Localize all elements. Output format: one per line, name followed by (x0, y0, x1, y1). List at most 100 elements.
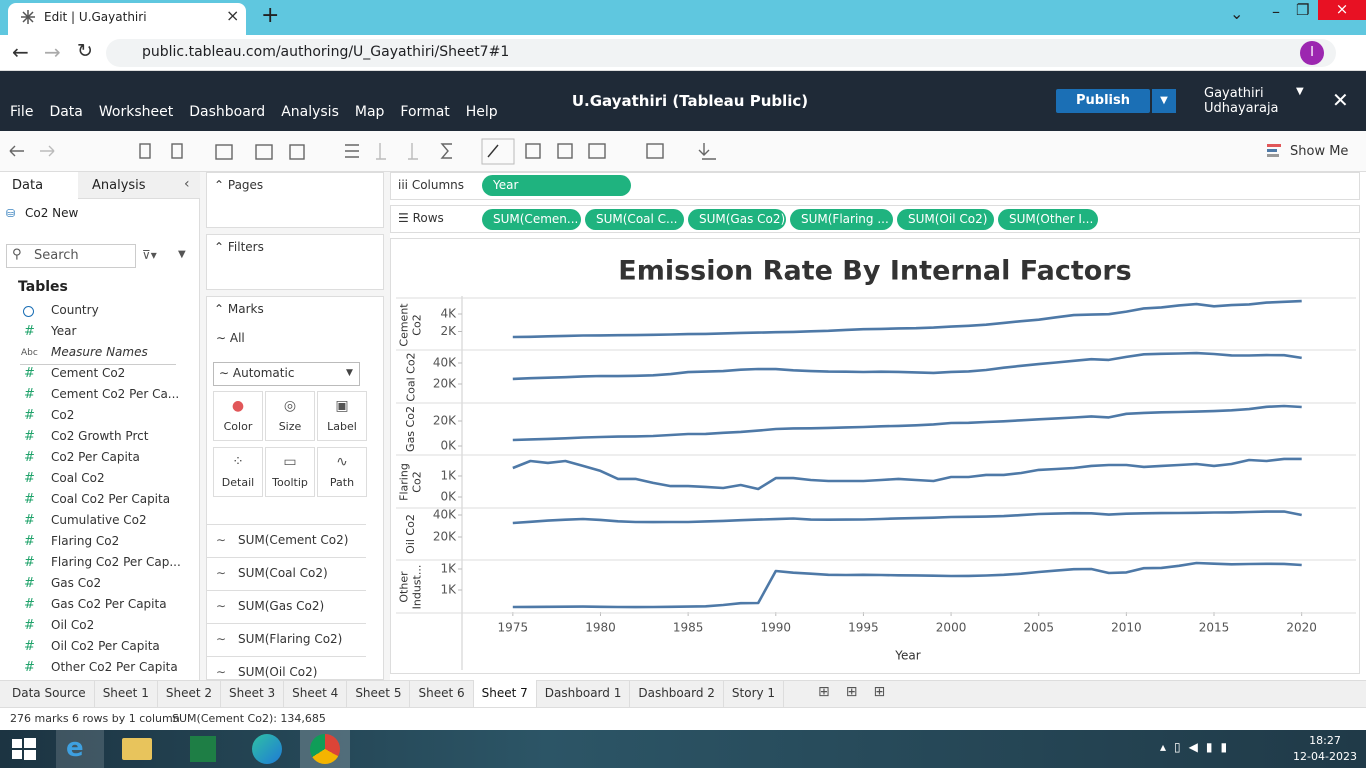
show-me[interactable]: Show Me (1290, 144, 1349, 159)
pill[interactable]: SUM(Coal C... (585, 209, 684, 230)
menu-item[interactable]: Worksheet (98, 104, 174, 120)
field[interactable]: Oil Co2 (51, 618, 95, 632)
back[interactable]: ← (12, 40, 29, 64)
start-button[interactable] (10, 736, 38, 762)
mark-pill-row[interactable] (206, 656, 366, 689)
field[interactable]: Cement Co2 Per Ca... (51, 387, 180, 401)
analysis-tab[interactable]: Analysis (92, 178, 146, 193)
forward[interactable]: → (44, 40, 61, 64)
data-tab[interactable]: Data (12, 178, 44, 193)
sheet-tab[interactable]: Data Source (4, 680, 95, 707)
pill[interactable]: SUM(Other I... (998, 209, 1098, 230)
sheet-tab[interactable]: Sheet 3 (221, 680, 285, 707)
sheet-tab[interactable]: Sheet 4 (284, 680, 348, 707)
mark-button-label: Size (278, 420, 302, 433)
field-icon: # (24, 555, 35, 570)
all-marks[interactable]: ∼ All (216, 331, 245, 345)
tab-close[interactable]: × (226, 6, 240, 25)
tab-title: Edit | U.Gayathiri (44, 10, 147, 24)
field[interactable]: Year (51, 324, 77, 338)
omnibox[interactable] (106, 39, 1336, 67)
publish-button[interactable]: Publish (1056, 89, 1150, 113)
mark-pill-row[interactable] (206, 590, 366, 623)
pill[interactable]: SUM(Gas Co2) (688, 209, 786, 230)
mark-pill-row[interactable] (206, 524, 366, 557)
field[interactable]: Co2 Growth Prct (51, 429, 149, 443)
pill[interactable]: Year (482, 175, 631, 196)
y-tick-label: 1K (440, 582, 457, 596)
mark-pill-row[interactable] (206, 623, 366, 656)
close-editor[interactable]: ✕ (1332, 88, 1349, 112)
new-tab[interactable]: + (261, 3, 280, 28)
menu-item[interactable]: Map (354, 104, 385, 120)
explorer-app[interactable] (122, 738, 152, 760)
search-box[interactable] (6, 244, 136, 268)
sheet-tab[interactable]: Sheet 2 (158, 680, 221, 707)
field[interactable]: Coal Co2 Per Capita (51, 492, 171, 506)
field[interactable]: Co2 (51, 408, 75, 422)
minimize[interactable]: – (1272, 2, 1280, 21)
x-tick-label: 1990 (761, 621, 792, 635)
field-icon: # (24, 534, 35, 549)
menu-item[interactable]: Format (400, 104, 450, 120)
sheet-tab[interactable]: Story 1 (724, 680, 785, 707)
field[interactable]: Coal Co2 (51, 471, 105, 485)
ie-icon: e (66, 733, 84, 763)
browser-tab[interactable] (8, 3, 246, 35)
field[interactable]: Cumulative Co2 (51, 513, 147, 527)
user-name[interactable]: Gayathiri Udhayaraja (1204, 86, 1279, 116)
field[interactable]: Gas Co2 (51, 576, 102, 590)
pill[interactable]: SUM(Flaring ... (790, 209, 893, 230)
field[interactable]: Gas Co2 Per Capita (51, 597, 167, 611)
filter-fields[interactable]: ⊽▾ (142, 248, 157, 262)
mark-button[interactable] (213, 447, 263, 497)
sheet-tab[interactable]: Sheet 5 (347, 680, 411, 707)
ie-app[interactable] (56, 730, 104, 768)
collapse-pane[interactable]: ‹ (184, 176, 190, 192)
edge-app[interactable] (252, 734, 282, 764)
pill[interactable]: SUM(Oil Co2) (897, 209, 994, 230)
sheet-tab[interactable]: Sheet 7 (473, 680, 537, 707)
publish-dropdown[interactable]: ▼ (1152, 89, 1176, 113)
sheet-tab[interactable]: Dashboard 1 (537, 680, 631, 707)
field[interactable]: Measure Names (51, 345, 148, 359)
sheet-tab[interactable]: Sheet 1 (95, 680, 158, 707)
data-source[interactable]: Co2 New (25, 206, 79, 220)
field[interactable]: Flaring Co2 (51, 534, 120, 548)
menu-item[interactable]: Dashboard (189, 104, 266, 120)
pane-menu[interactable]: ▼ (178, 249, 186, 260)
mark-button[interactable] (317, 447, 367, 497)
menu-item[interactable]: Data (49, 104, 83, 120)
close-window[interactable]: × (1318, 0, 1366, 20)
field[interactable]: Flaring Co2 Per Cap... (51, 555, 181, 569)
mark-button[interactable] (265, 391, 315, 441)
menu-item[interactable]: File (10, 104, 34, 120)
maximize[interactable]: ❐ (1296, 1, 1310, 19)
menu-item[interactable]: Help (465, 104, 498, 120)
field[interactable]: Country (51, 303, 99, 317)
x-tick-label: 1975 (498, 621, 529, 635)
mark-button[interactable] (213, 391, 263, 441)
user-dropdown[interactable]: ▼ (1296, 86, 1304, 97)
tray-icons[interactable]: ▴▯◀▮▮ (1160, 740, 1236, 754)
y-tick-label: 0K (440, 439, 457, 453)
mark-button-label: Label (327, 420, 357, 433)
sheet-tab[interactable]: Sheet 6 (410, 680, 474, 707)
tab-search[interactable]: ⌄ (1230, 4, 1244, 23)
field[interactable]: Co2 Per Capita (51, 450, 140, 464)
menu-item[interactable]: Analysis (281, 104, 339, 120)
new-sheet-buttons[interactable]: ⊞⊞⊞ (818, 684, 902, 700)
mark-pill-row[interactable] (206, 557, 366, 590)
mark-button-icon: ● (231, 398, 245, 414)
sheet-tab[interactable]: Dashboard 2 (630, 680, 724, 707)
field[interactable]: Other Co2 Per Capita (51, 660, 178, 674)
pill[interactable]: SUM(Cemen... (482, 209, 581, 230)
mark-button[interactable] (317, 391, 367, 441)
field[interactable]: Oil Co2 Per Capita (51, 639, 160, 653)
mark-button[interactable] (265, 447, 315, 497)
reload[interactable]: ↻ (77, 40, 93, 62)
mark-type-select[interactable] (213, 362, 360, 386)
profile[interactable]: I (1300, 41, 1324, 65)
field[interactable]: Cement Co2 (51, 366, 126, 380)
excel-app[interactable] (190, 736, 216, 762)
